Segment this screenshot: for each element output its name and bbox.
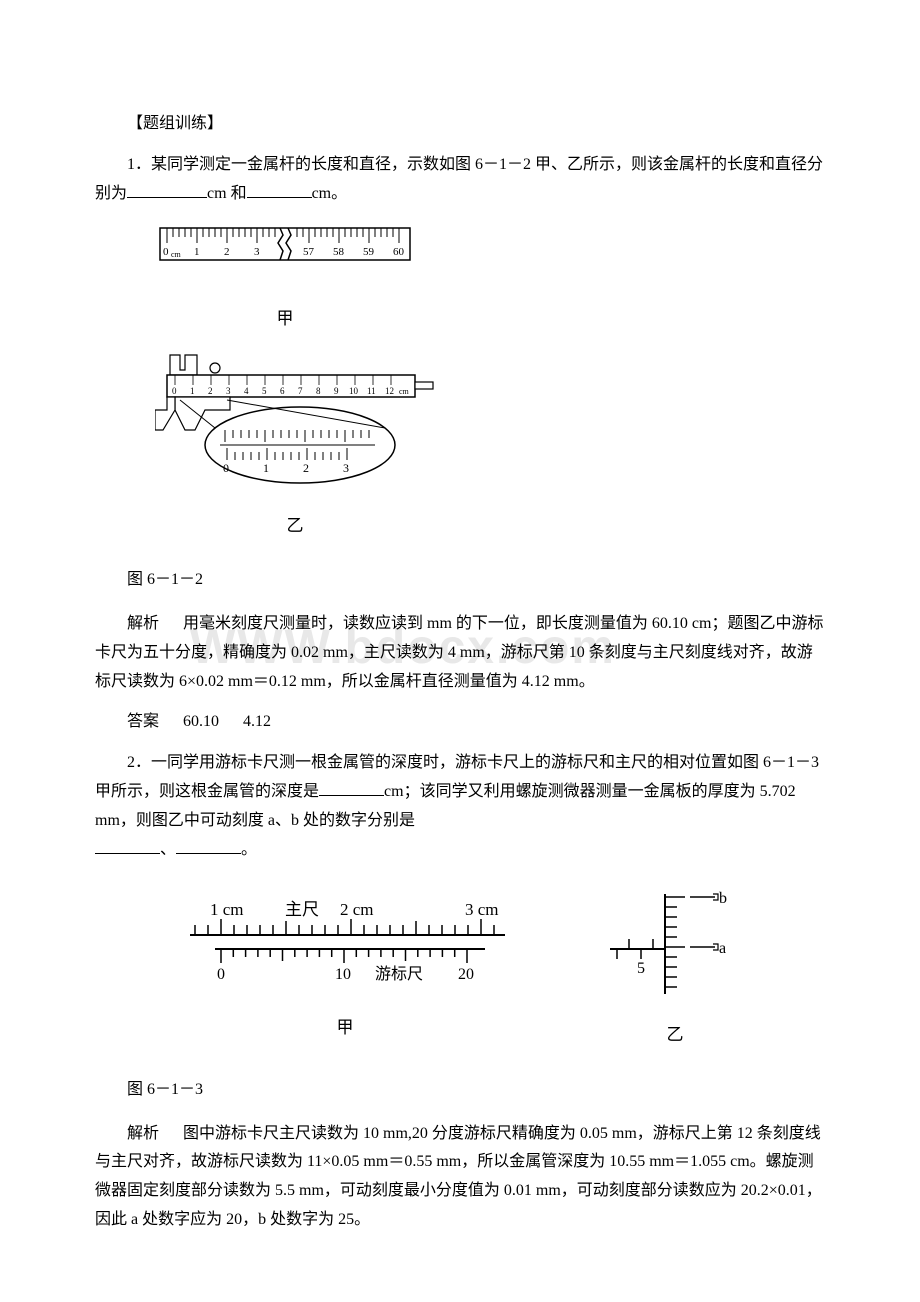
fig2-vernier-label: 甲: [175, 1013, 515, 1044]
q1-solution-text: 用毫米刻度尺测量时，读数应读到 mm 的下一位，即长度测量值为 60.10 cm…: [95, 615, 823, 690]
ruler-3: 3: [254, 246, 260, 258]
fig2-micrometer-label: 乙: [605, 1020, 745, 1051]
svg-text:主尺: 主尺: [285, 900, 319, 919]
ruler-57: 57: [303, 246, 315, 258]
svg-text:1: 1: [263, 461, 269, 475]
q1-unit2: cm。: [312, 185, 348, 202]
svg-text:10: 10: [349, 386, 359, 396]
svg-text:b: b: [719, 890, 727, 907]
q1-blank-1: [127, 182, 207, 198]
q1-answer-label: 答案: [127, 713, 159, 730]
svg-text:a: a: [719, 940, 726, 957]
svg-text:11: 11: [367, 386, 376, 396]
ruler-58: 58: [333, 246, 345, 258]
figure-1-ruler: 0 cm 1 2 3 57 58 59 60 甲: [155, 223, 825, 334]
ruler-59: 59: [363, 246, 375, 258]
document-content: 【题组训练】 1．某同学测定一金属杆的长度和直径，示数如图 6－1－2 甲、乙所…: [95, 110, 825, 1235]
svg-text:3: 3: [226, 386, 231, 396]
figure-2-caption: 图 6－1－3: [95, 1076, 825, 1105]
q1-answer-line: 答案 60.10 4.12: [95, 708, 825, 737]
question-1-text: 1．某同学测定一金属杆的长度和直径，示数如图 6－1－2 甲、乙所示，则该金属杆…: [95, 151, 825, 209]
q2-blank-1: [319, 780, 384, 796]
q1-solution-label: 解析: [127, 615, 159, 632]
vernier-depth-svg: 1 cm 主尺 2 cm 3 cm: [175, 897, 515, 992]
q1-solution: 解析用毫米刻度尺测量时，读数应读到 mm 的下一位，即长度测量值为 60.10 …: [95, 610, 825, 696]
q2-tail: 、: [160, 841, 176, 858]
svg-text:0: 0: [217, 966, 225, 983]
q2-blank-2: [95, 838, 160, 854]
svg-text:cm: cm: [399, 387, 410, 396]
q2-blank-3: [176, 838, 241, 854]
svg-text:8: 8: [316, 386, 321, 396]
q1-answer-2: 4.12: [243, 713, 271, 730]
figure-1-caption: 图 6－1－2: [95, 566, 825, 595]
svg-text:2: 2: [208, 386, 213, 396]
q2-solution-text: 图中游标卡尺主尺读数为 10 mm,20 分度游标尺精确度为 0.05 mm，游…: [95, 1125, 822, 1228]
svg-text:3 cm: 3 cm: [465, 900, 499, 919]
svg-text:游标尺: 游标尺: [375, 965, 423, 983]
fig1-caliper-label: 乙: [155, 511, 435, 542]
fig1-ruler-label: 甲: [155, 304, 415, 335]
svg-text:6: 6: [280, 386, 285, 396]
q2-solution: 解析图中游标卡尺主尺读数为 10 mm,20 分度游标尺精确度为 0.05 mm…: [95, 1120, 825, 1235]
figure-2-row: 1 cm 主尺 2 cm 3 cm: [95, 889, 825, 1050]
q1-blank-2: [247, 182, 312, 198]
q1-answer-1: 60.10: [183, 713, 219, 730]
question-2-text: 2．一同学用游标卡尺测一根金属管的深度时，游标卡尺上的游标尺和主尺的相对位置如图…: [95, 749, 825, 864]
svg-text:5: 5: [262, 386, 267, 396]
svg-text:0: 0: [223, 461, 229, 475]
svg-text:5: 5: [637, 960, 645, 977]
section-header: 【题组训练】: [95, 110, 825, 139]
ruler-cm: cm: [171, 250, 182, 259]
figure-1-caliper: 0123456789101112 cm: [155, 350, 825, 541]
svg-text:2 cm: 2 cm: [340, 900, 374, 919]
svg-text:0: 0: [172, 386, 177, 396]
q2-period: 。: [241, 841, 257, 858]
svg-text:3: 3: [343, 461, 349, 475]
figure-2-micrometer: 5 b: [605, 889, 745, 1050]
svg-text:1: 1: [190, 386, 195, 396]
svg-text:20: 20: [458, 966, 474, 983]
caliper-svg: 0123456789101112 cm: [155, 350, 435, 490]
ruler-svg: 0 cm 1 2 3 57 58 59 60: [155, 223, 415, 283]
svg-text:10: 10: [335, 966, 351, 983]
svg-text:4: 4: [244, 386, 249, 396]
ruler-2: 2: [224, 246, 230, 258]
ruler-1: 1: [194, 246, 200, 258]
svg-text:7: 7: [298, 386, 303, 396]
svg-text:1 cm: 1 cm: [210, 900, 244, 919]
svg-text:9: 9: [334, 386, 339, 396]
svg-text:12: 12: [385, 386, 394, 396]
q2-solution-label: 解析: [127, 1125, 159, 1142]
micrometer-svg: 5 b: [605, 889, 745, 999]
q1-unit1: cm 和: [207, 185, 247, 202]
ruler-0: 0: [163, 246, 169, 258]
figure-2-vernier: 1 cm 主尺 2 cm 3 cm: [175, 897, 515, 1043]
ruler-60: 60: [393, 246, 405, 258]
svg-text:2: 2: [303, 461, 309, 475]
